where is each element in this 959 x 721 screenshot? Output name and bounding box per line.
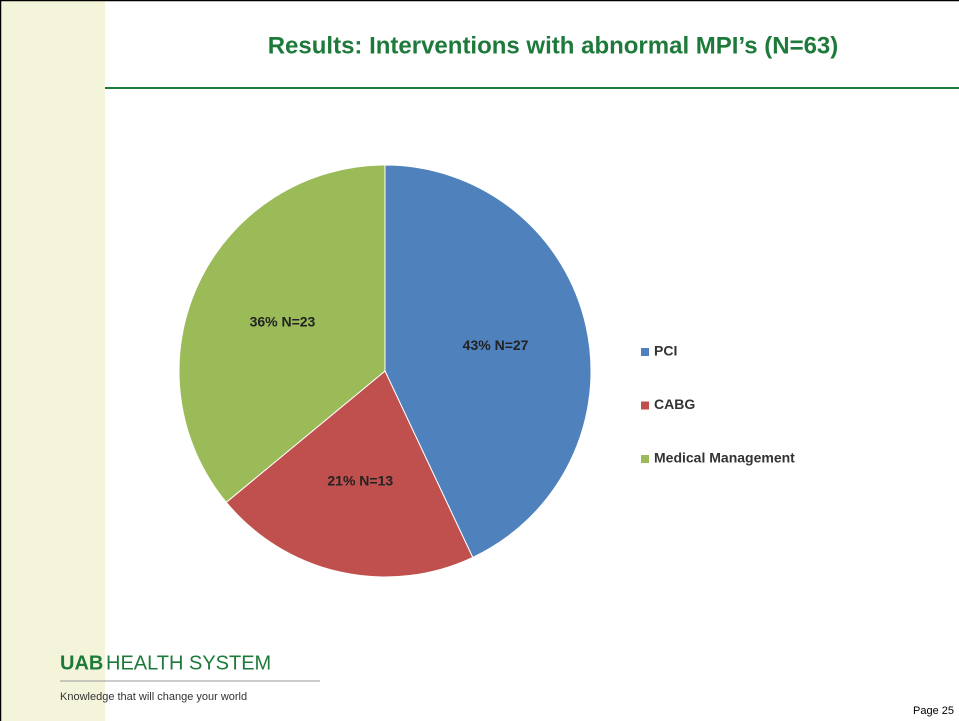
- tagline: Knowledge that will change your world: [60, 691, 247, 703]
- legend-swatch: [641, 348, 649, 356]
- slice-label: 36% N=23: [250, 313, 316, 329]
- legend-swatch: [641, 455, 649, 463]
- slice-label: 21% N=13: [327, 472, 393, 488]
- legend-swatch: [641, 401, 649, 410]
- slice-label: 43% N=27: [463, 337, 529, 353]
- pie-slice: [384, 164, 592, 559]
- side-stripe: [0, 0, 105, 721]
- chart-title: Results: Interventions with abnormal MPI…: [268, 32, 839, 59]
- logo-mark: UAB: [60, 652, 103, 674]
- pie-slice: [225, 370, 474, 578]
- page-number: Page 25: [913, 705, 954, 717]
- legend-label: CABG: [654, 396, 695, 412]
- logo-name: HEALTH SYSTEM: [106, 652, 271, 674]
- pie-slice: [178, 164, 386, 504]
- legend-label: Medical Management: [654, 450, 795, 466]
- legend-label: PCI: [654, 343, 677, 359]
